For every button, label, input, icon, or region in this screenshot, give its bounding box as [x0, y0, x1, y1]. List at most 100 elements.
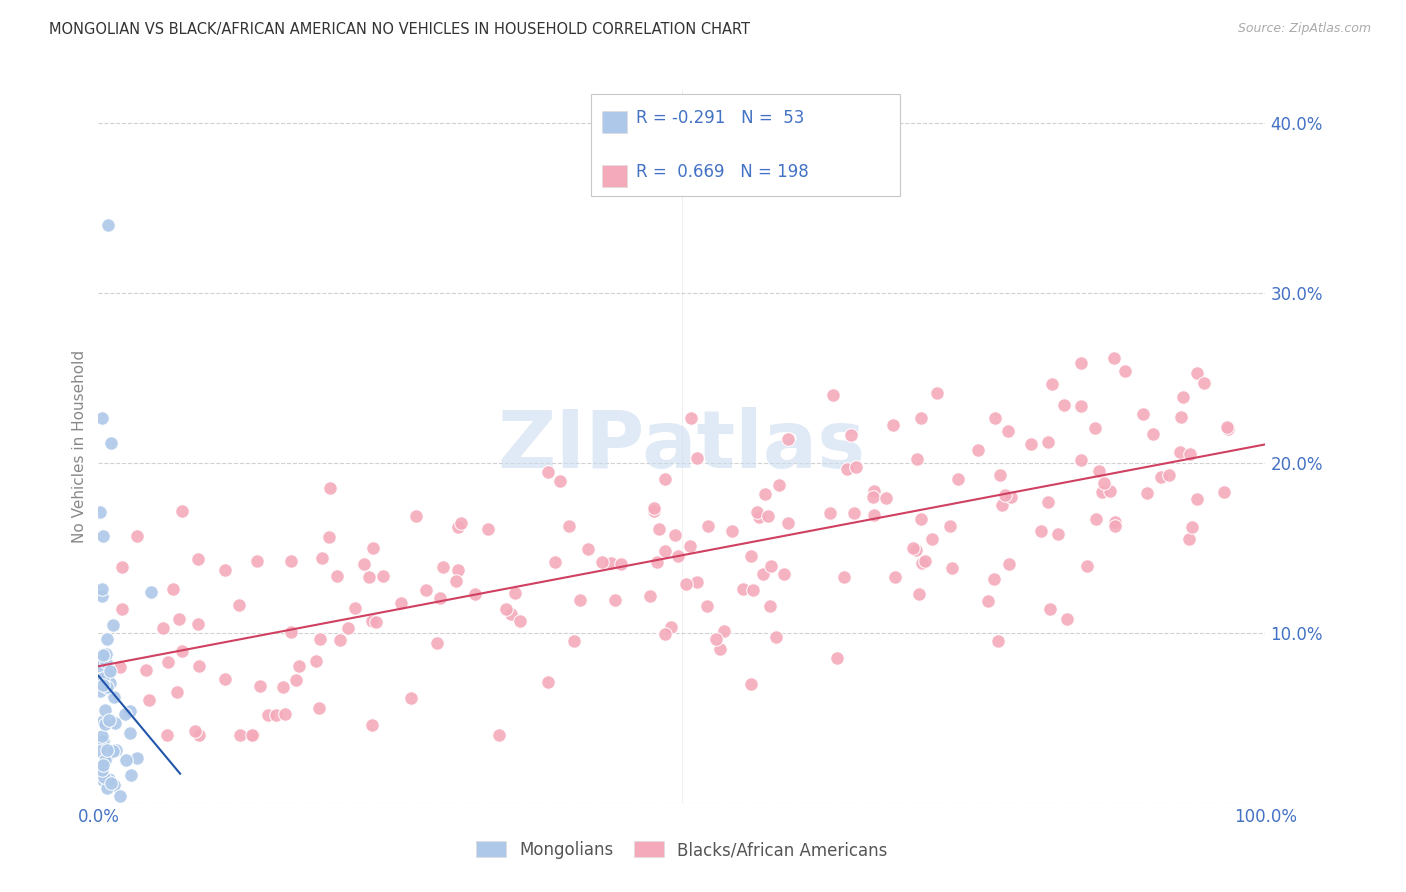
Point — [977, 594, 1000, 608]
Point — [98, 664, 121, 678]
Point — [599, 556, 621, 570]
Point — [101, 744, 124, 758]
Point — [914, 554, 936, 568]
Point — [862, 490, 884, 504]
Point — [927, 386, 949, 401]
Point — [285, 673, 308, 687]
Point — [97, 713, 120, 727]
Point — [1031, 524, 1053, 538]
Point — [156, 728, 179, 742]
Point — [967, 442, 990, 457]
Point — [835, 462, 858, 476]
Point — [89, 684, 111, 698]
Point — [1039, 601, 1062, 615]
Point — [214, 672, 236, 686]
Point — [187, 617, 209, 632]
Point — [309, 632, 332, 647]
Point — [756, 509, 779, 524]
Point — [685, 451, 707, 466]
Point — [188, 659, 211, 673]
Point — [765, 630, 787, 644]
Point — [361, 541, 384, 555]
Point — [389, 596, 412, 610]
Point — [477, 522, 499, 536]
Point — [90, 729, 112, 743]
Point — [495, 602, 517, 616]
Point — [184, 723, 207, 738]
Text: MONGOLIAN VS BLACK/AFRICAN AMERICAN NO VEHICLES IN HOUSEHOLD CORRELATION CHART: MONGOLIAN VS BLACK/AFRICAN AMERICAN NO V… — [49, 22, 751, 37]
Point — [1036, 435, 1059, 450]
Point — [994, 488, 1017, 502]
Point — [91, 734, 114, 748]
Point — [643, 504, 665, 518]
Point — [664, 527, 686, 541]
Point — [104, 743, 127, 757]
Point — [654, 544, 676, 558]
Point — [135, 663, 157, 677]
Point — [666, 549, 689, 564]
Point — [745, 505, 768, 519]
Point — [464, 587, 486, 601]
Point — [108, 789, 131, 803]
Point — [271, 680, 294, 694]
Point — [97, 667, 120, 681]
Point — [537, 675, 560, 690]
Point — [249, 679, 271, 693]
Point — [696, 599, 718, 613]
Point — [709, 642, 731, 657]
Point — [89, 654, 111, 668]
Point — [941, 560, 963, 574]
Point — [686, 574, 709, 589]
Point — [108, 660, 131, 674]
Point — [91, 678, 114, 692]
Point — [1178, 447, 1201, 461]
Point — [89, 505, 111, 519]
Point — [326, 569, 349, 583]
Point — [748, 510, 770, 524]
Point — [274, 706, 297, 721]
Point — [364, 615, 387, 629]
Point — [100, 435, 122, 450]
Point — [825, 650, 848, 665]
Point — [138, 693, 160, 707]
Point — [654, 627, 676, 641]
Point — [288, 659, 311, 673]
Point — [1088, 464, 1111, 478]
Point — [776, 432, 799, 446]
Point — [768, 478, 790, 492]
Point — [139, 585, 162, 599]
Point — [94, 703, 117, 717]
Point — [863, 508, 886, 522]
Point — [246, 554, 269, 568]
Point — [166, 684, 188, 698]
Point — [1070, 356, 1092, 370]
Point — [90, 411, 112, 425]
Point — [257, 707, 280, 722]
Point — [939, 518, 962, 533]
Point — [882, 418, 904, 433]
Point — [863, 484, 886, 499]
Point — [603, 592, 626, 607]
Point — [675, 576, 697, 591]
Point — [537, 465, 560, 479]
Point — [645, 555, 668, 569]
Point — [103, 618, 125, 632]
Point — [679, 539, 702, 553]
Point — [280, 625, 302, 640]
Point — [984, 410, 1007, 425]
Point — [426, 636, 449, 650]
Point — [640, 589, 662, 603]
Point — [91, 529, 114, 543]
Point — [188, 728, 211, 742]
Point — [773, 566, 796, 581]
Point — [97, 218, 120, 232]
Point — [832, 570, 855, 584]
Point — [823, 388, 845, 402]
Point — [125, 751, 148, 765]
Point — [845, 460, 868, 475]
Point — [401, 690, 423, 705]
Point — [1040, 376, 1063, 391]
Point — [1170, 410, 1192, 425]
Point — [353, 557, 375, 571]
Point — [1218, 422, 1240, 436]
